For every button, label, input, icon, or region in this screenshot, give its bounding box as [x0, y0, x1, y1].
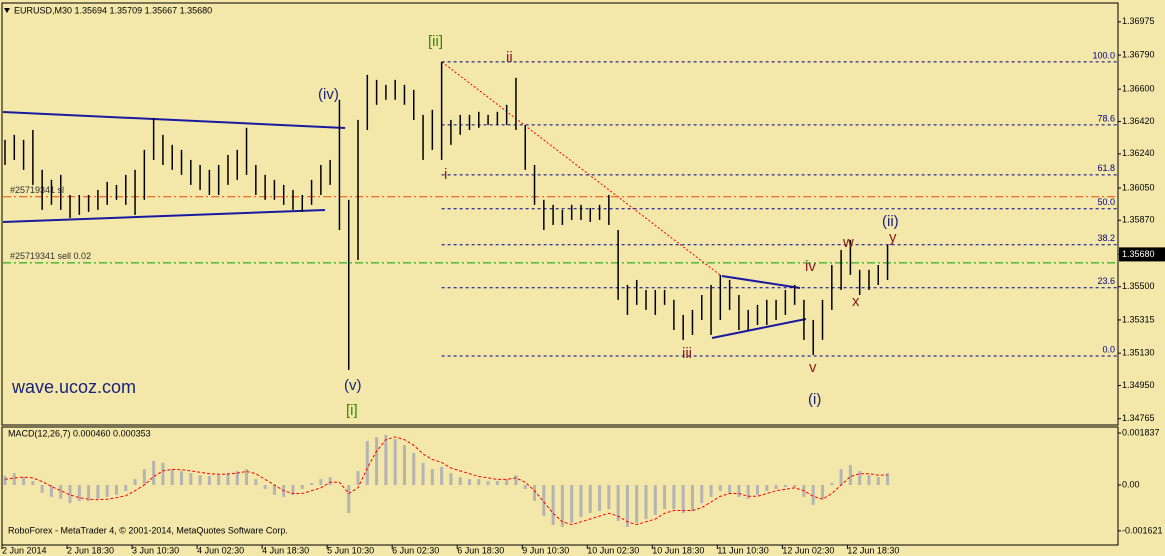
x-tick-label: 12 Jun 18:30: [847, 545, 899, 555]
y-tick-label: 1.35315: [1122, 314, 1155, 324]
wave-label: [i]: [346, 402, 358, 419]
wave-label: iv: [805, 258, 816, 275]
symbol-marker: [4, 8, 10, 13]
wave-label: (v): [344, 377, 362, 394]
y-tick-label: -0.001621: [1122, 525, 1163, 535]
signal-line: [4, 436, 888, 526]
y-tick-label: 1.36420: [1122, 116, 1155, 126]
y-tick-label: 1.34765: [1122, 413, 1155, 423]
wave-label: ii: [506, 49, 513, 66]
fib-label: 0.0: [1102, 344, 1115, 354]
chart-title: EURUSD,M30 1.35694 1.35709 1.35667 1.356…: [14, 5, 212, 15]
macd-panel: [1, 426, 1119, 546]
x-tick-label: 6 Jun 02:30: [392, 545, 439, 555]
x-tick-label: 4 Jun 02:30: [197, 545, 244, 555]
fib-label: 50.0: [1097, 197, 1115, 207]
x-tick-label: 2 Jun 18:30: [67, 545, 114, 555]
fib-label: 78.6: [1097, 113, 1115, 123]
footer: RoboForex - MetaTrader 4, © 2001-2014, M…: [8, 525, 288, 535]
fib-label: 38.2: [1097, 233, 1115, 243]
wave-label: (iv): [318, 86, 339, 103]
x-tick-label: 12 Jun 02:30: [782, 545, 834, 555]
order-label: #25719341 sell 0.02: [10, 251, 91, 261]
triangle-line: [721, 275, 801, 289]
x-tick-label: 3 Jun 10:30: [132, 545, 179, 555]
y-tick-label: 1.36600: [1122, 84, 1155, 94]
y-tick-label: 1.35130: [1122, 348, 1155, 358]
watermark: wave.ucoz.com: [11, 377, 136, 397]
y-tick-label: 1.34950: [1122, 380, 1155, 390]
x-tick-label: 10 Jun 02:30: [587, 545, 639, 555]
y-tick-label: 1.35870: [1122, 215, 1155, 225]
fib-label: 61.8: [1097, 163, 1115, 173]
x-tick-label: 4 Jun 18:30: [262, 545, 309, 555]
price-layer: 100.0 78.6 61.8 50.0 38.2 23.6 0.0 #25719341 sl…: [1, 16, 1165, 555]
y-tick-label: 1.36975: [1122, 16, 1155, 26]
last-price-label: 1.35680: [1122, 249, 1155, 259]
macd-title: MACD(12,26,7) 0.000460 0.000353: [8, 428, 151, 438]
last-price-box: [1119, 247, 1165, 262]
x-tick-label: 11 Jun 10:30: [717, 545, 768, 555]
y-tick-label: 1.35500: [1122, 281, 1155, 291]
y-tick-label: 0.00: [1122, 479, 1140, 489]
wave-label: x: [852, 293, 860, 310]
fib-label: 100.0: [1092, 50, 1115, 60]
x-tick-label: 5 Jun 10:30: [327, 545, 374, 555]
y-tick-label: 1.36050: [1122, 182, 1155, 192]
trendline: [2, 111, 346, 129]
trendline: [2, 209, 326, 223]
triangle-line: [711, 318, 807, 339]
wave-label: i: [444, 166, 447, 183]
wave-label: y: [889, 229, 897, 246]
wave-label: v: [809, 359, 817, 376]
y-tick-label: 0.001837: [1122, 427, 1160, 437]
x-tick-label: 9 Jun 10:30: [522, 545, 569, 555]
x-tick-label: 6 Jun 18:30: [457, 545, 504, 555]
wave-label: (ii): [882, 213, 899, 230]
wave-label: iii: [682, 345, 692, 362]
wave-label: [ii]: [428, 33, 443, 50]
x-tick-label: 10 Jun 18:30: [652, 545, 704, 555]
wave-label: (i): [808, 391, 821, 408]
wave-label: w: [842, 234, 854, 251]
fib-label: 23.6: [1097, 276, 1115, 286]
price-panel: [1, 2, 1119, 426]
order-label: #25719341 sl: [10, 185, 64, 195]
x-tick-label: 2 Jun 2014: [2, 545, 47, 555]
y-tick-label: 1.36790: [1122, 49, 1155, 59]
y-tick-label: 1.36240: [1122, 148, 1155, 158]
